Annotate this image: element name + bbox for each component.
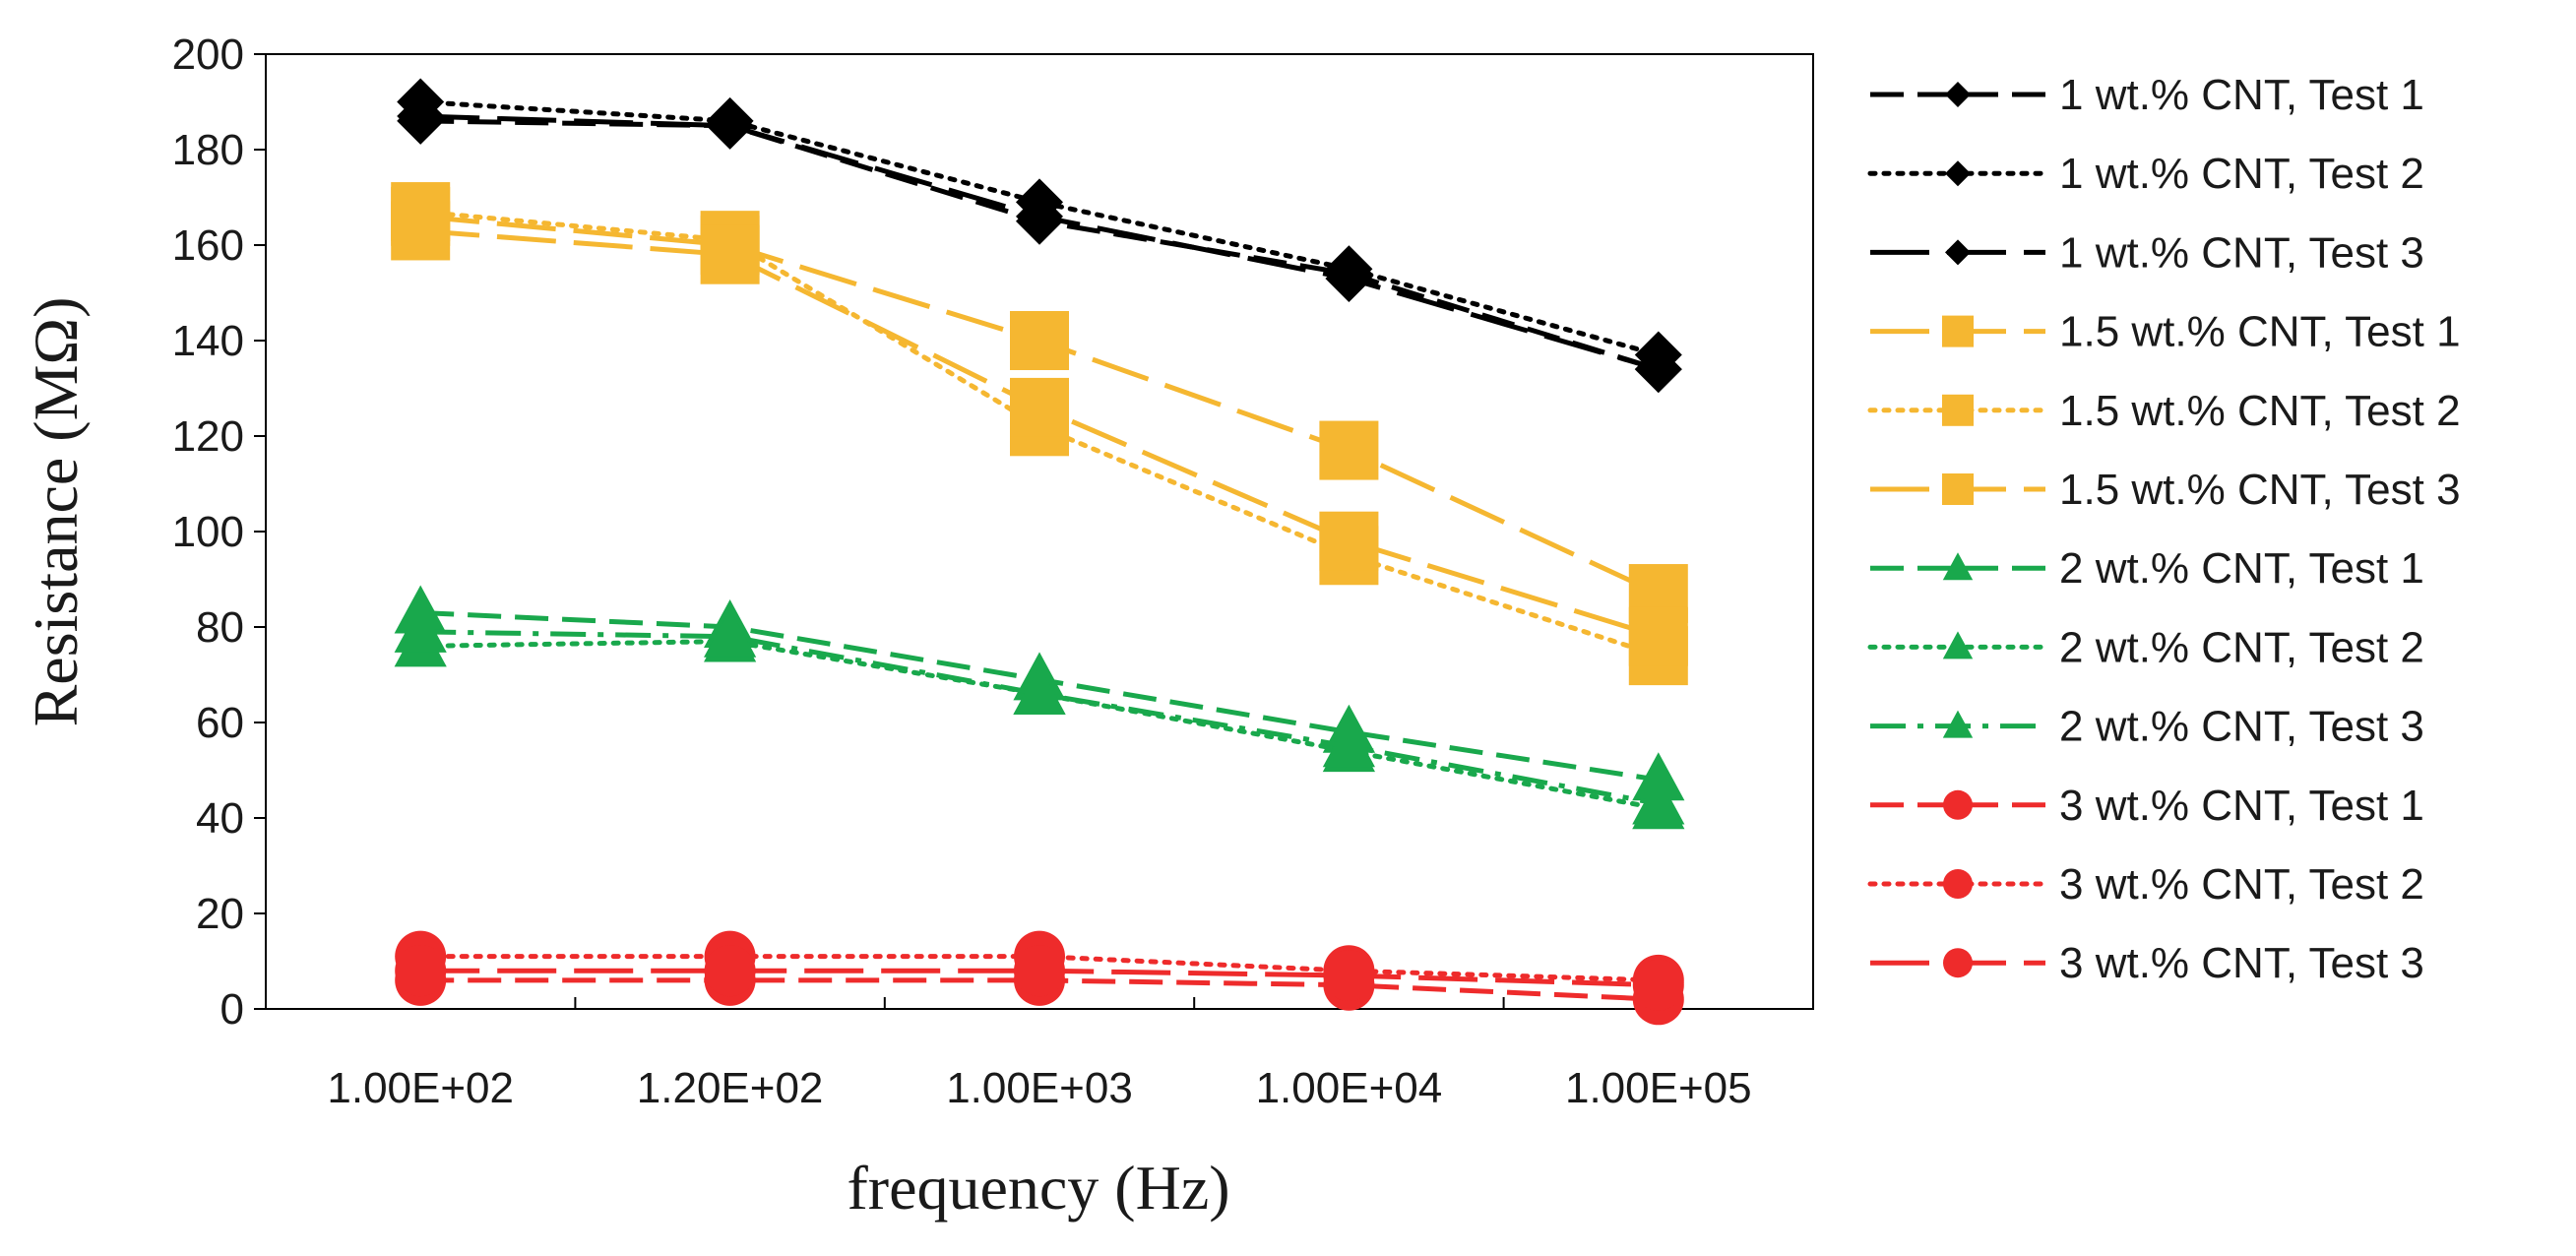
legend-label: 3 wt.% CNT, Test 3: [2059, 939, 2424, 987]
series-layer: [391, 78, 1688, 1026]
legend-label: 1.5 wt.% CNT, Test 3: [2059, 466, 2461, 514]
y-tick-label: 160: [172, 221, 244, 270]
series-9: [394, 603, 1685, 825]
series-12: [395, 945, 1684, 1011]
y-axis: 0 20 40 60 80 100 120 140 160 180 200: [172, 31, 266, 1034]
legend-label: 1.5 wt.% CNT, Test 1: [2059, 308, 2461, 356]
series-line: [417, 99, 1662, 358]
data-point-circle: [395, 945, 447, 997]
legend-item: 1.5 wt.% CNT, Test 3: [1870, 466, 2461, 514]
legend-label: 1 wt.% CNT, Test 1: [2059, 71, 2424, 119]
y-tick-label: 100: [172, 508, 244, 556]
legend-marker-circle: [1943, 948, 1973, 978]
legend-item: 2 wt.% CNT, Test 2: [1867, 623, 2424, 671]
data-point-square: [391, 201, 451, 261]
x-tick-label: 1.20E+02: [637, 1064, 824, 1112]
legend: 1 wt.% CNT, Test 1 1 wt.% CNT, Test 2 1 wt…: [1867, 71, 2461, 987]
legend-item: 3 wt.% CNT, Test 1: [1870, 782, 2424, 830]
legend-item: 1.5 wt.% CNT, Test 2: [1867, 387, 2461, 435]
data-point-triangle: [704, 608, 757, 658]
legend-label: 1 wt.% CNT, Test 2: [2059, 150, 2424, 198]
y-tick-label: 60: [196, 699, 244, 747]
data-point-diamond: [397, 93, 445, 141]
legend-marker-square: [1942, 394, 1974, 426]
legend-item: 2 wt.% CNT, Test 1: [1870, 544, 2424, 593]
y-tick-label: 200: [172, 31, 244, 79]
data-point-circle: [1014, 945, 1065, 997]
x-tick-label: 1.00E+03: [946, 1064, 1133, 1112]
data-point-diamond: [1325, 254, 1373, 302]
data-point-circle: [1632, 959, 1684, 1011]
legend-label: 3 wt.% CNT, Test 2: [2059, 860, 2424, 909]
legend-label: 2 wt.% CNT, Test 1: [2059, 544, 2424, 593]
x-tick-label: 1.00E+05: [1565, 1064, 1752, 1112]
legend-marker-diamond: [1945, 239, 1971, 266]
legend-marker-square: [1942, 473, 1974, 505]
data-point-diamond: [1634, 345, 1682, 394]
data-point-triangle: [1632, 776, 1685, 825]
legend-item: 3 wt.% CNT, Test 2: [1867, 860, 2424, 909]
x-axis-title: frequency (Hz): [847, 1153, 1229, 1223]
legend-label: 1.5 wt.% CNT, Test 2: [2059, 387, 2461, 435]
legend-marker-diamond: [1945, 160, 1971, 187]
x-tick-label: 1.00E+02: [327, 1064, 514, 1112]
data-point-square: [1010, 311, 1069, 370]
legend-marker-circle: [1943, 789, 1973, 820]
x-axis: 1.00E+02 1.20E+02 1.00E+03 1.00E+04 1.00E+05: [327, 997, 1752, 1112]
series-3: [397, 93, 1682, 394]
data-point-triangle: [394, 603, 447, 653]
y-tick-label: 180: [172, 126, 244, 174]
data-point-square: [1010, 377, 1069, 437]
legend-item: 1 wt.% CNT, Test 1: [1870, 71, 2424, 119]
legend-marker-triangle: [1942, 631, 1974, 659]
legend-item: 2 wt.% CNT, Test 3: [1870, 703, 2424, 751]
legend-label: 2 wt.% CNT, Test 3: [2059, 703, 2424, 751]
data-point-triangle: [1013, 665, 1066, 715]
data-point-diamond: [706, 101, 754, 150]
legend-marker-square: [1942, 315, 1974, 347]
y-tick-label: 20: [196, 890, 244, 938]
data-point-triangle: [1322, 719, 1375, 768]
y-tick-label: 0: [220, 985, 244, 1034]
legend-item: 3 wt.% CNT, Test 3: [1870, 939, 2424, 987]
series-6: [391, 201, 1688, 666]
legend-label: 3 wt.% CNT, Test 1: [2059, 782, 2424, 830]
legend-marker-diamond: [1945, 82, 1971, 107]
y-tick-label: 40: [196, 794, 244, 843]
x-tick-label: 1.00E+04: [1256, 1064, 1443, 1112]
legend-item: 1 wt.% CNT, Test 3: [1870, 228, 2424, 277]
data-point-square: [700, 224, 760, 284]
legend-marker-triangle: [1942, 710, 1974, 738]
legend-marker-circle: [1943, 869, 1973, 899]
y-tick-label: 80: [196, 603, 244, 652]
y-axis-title: Resistance (MΩ): [21, 297, 91, 727]
data-point-circle: [704, 945, 756, 997]
data-point-circle: [1323, 950, 1375, 1002]
y-tick-label: 140: [172, 317, 244, 365]
series-line: [420, 629, 1660, 806]
series-line: [417, 209, 1662, 659]
data-point-square: [1628, 606, 1688, 666]
y-tick-label: 120: [172, 412, 244, 461]
legend-label: 2 wt.% CNT, Test 2: [2059, 623, 2424, 671]
data-point-square: [1319, 420, 1379, 480]
data-point-square: [1319, 511, 1379, 571]
data-point-diamond: [1016, 192, 1063, 240]
legend-item: 1 wt.% CNT, Test 2: [1867, 150, 2424, 198]
legend-marker-triangle: [1942, 552, 1974, 581]
legend-label: 1 wt.% CNT, Test 3: [2059, 228, 2424, 277]
legend-item: 1.5 wt.% CNT, Test 1: [1870, 308, 2461, 356]
